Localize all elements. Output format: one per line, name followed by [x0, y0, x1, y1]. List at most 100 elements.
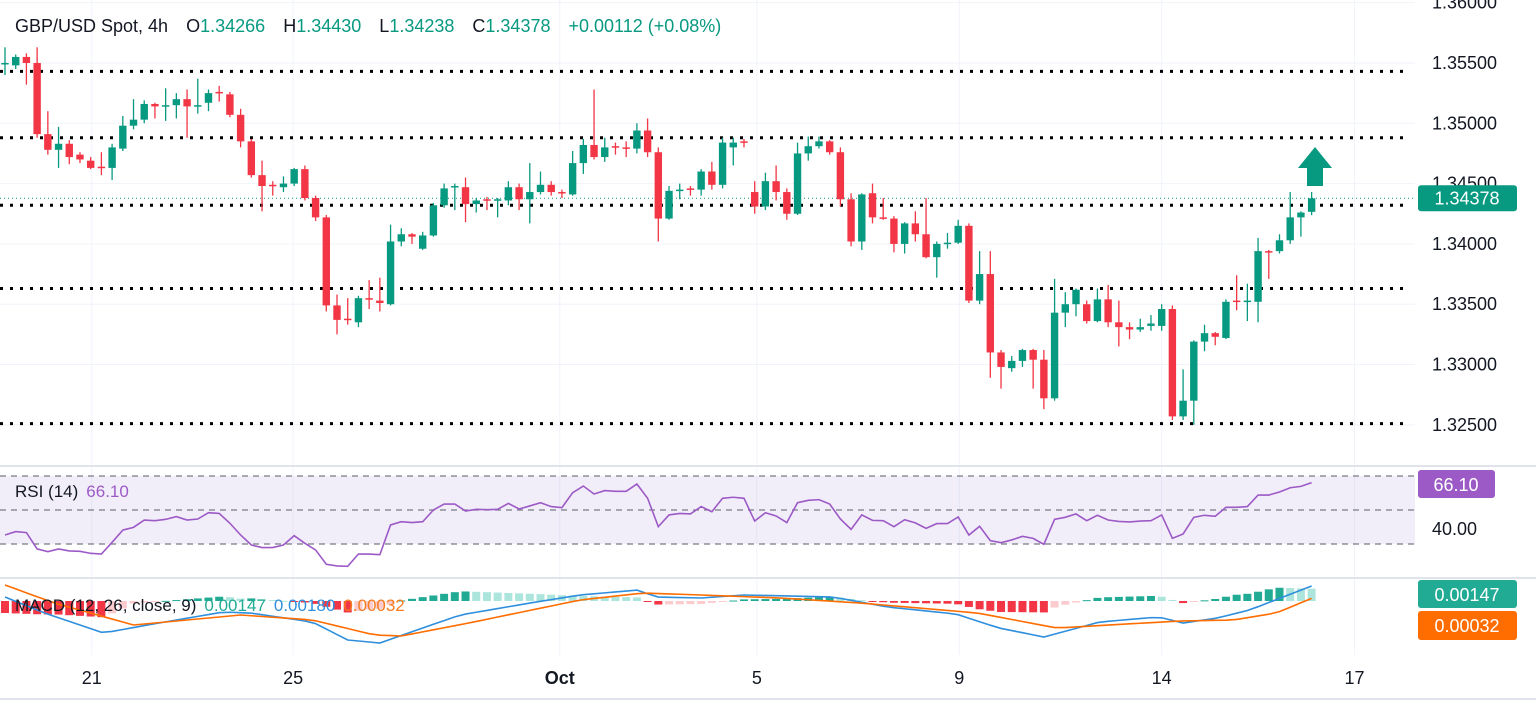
candle-body	[376, 300, 384, 304]
macd-signal-value: 0.00032	[343, 596, 405, 615]
candle-body	[1286, 217, 1294, 241]
rsi-legend[interactable]: RSI (14) 66.10	[15, 482, 129, 502]
macd-histogram-tag: 0.00147	[1418, 580, 1517, 608]
macd-histogram-bar	[568, 595, 577, 601]
macd-histogram-bar	[461, 591, 470, 601]
time-axis-label: 25	[283, 668, 303, 688]
candle-bearish	[622, 141, 630, 158]
candle-body	[1125, 327, 1134, 330]
candle-body	[1254, 251, 1262, 302]
candle-body	[836, 152, 845, 200]
price-axis[interactable]: 1.360001.355001.350001.345001.340001.335…	[1432, 0, 1497, 435]
candle-bearish	[311, 195, 320, 221]
candle-bullish	[536, 171, 545, 195]
high-value: 1.34430	[296, 16, 362, 36]
macd-histogram-bar	[161, 600, 170, 602]
current-price-label: 1.34378	[1434, 188, 1499, 208]
macd-line-value: 0.00180	[273, 596, 336, 615]
candle-bullish	[718, 137, 727, 189]
candle-bullish	[194, 78, 202, 114]
candle-body	[965, 225, 973, 301]
macd-title: MACD (12, 26, close, 9)	[15, 596, 197, 615]
macd-histogram-bar	[1114, 596, 1123, 601]
candle-bearish	[365, 280, 373, 310]
macd-histogram-bar	[204, 597, 213, 601]
macd-histogram-bar	[1061, 601, 1070, 605]
candle-body	[140, 103, 148, 120]
candle-body	[1115, 322, 1123, 328]
macd-histogram-bar	[75, 601, 84, 616]
price-axis-label: 1.34000	[1432, 234, 1497, 254]
candle-bearish	[825, 140, 834, 155]
macd-histogram-bar	[86, 601, 95, 617]
candle-body	[1104, 299, 1112, 323]
candle-bullish	[108, 143, 116, 180]
candle-body	[1232, 300, 1241, 303]
candle-bullish	[397, 228, 405, 247]
candle-bearish	[65, 140, 73, 165]
candle-bullish	[1200, 324, 1209, 352]
candle-bearish	[408, 233, 416, 244]
candle-body	[418, 235, 427, 249]
candle-bearish	[226, 91, 234, 118]
macd-histogram-bar	[1157, 596, 1166, 601]
macd-histogram-bar	[1018, 601, 1027, 613]
macd-signal-axis-value: 0.00032	[1434, 616, 1499, 636]
candle-bullish	[900, 222, 909, 254]
candle-bullish	[933, 241, 941, 278]
candle-bullish	[1, 47, 9, 76]
macd-histogram-bar	[600, 596, 609, 601]
candle-body	[793, 153, 802, 214]
candle-bullish	[1093, 288, 1102, 323]
macd-histogram-bar	[33, 601, 42, 615]
candle-body	[740, 141, 748, 143]
macd-histogram-bar	[857, 600, 866, 602]
candle-body	[900, 223, 909, 244]
candle-bullish	[140, 100, 148, 124]
macd-histogram-bar	[772, 598, 781, 601]
candle-body	[483, 199, 491, 201]
candle-bullish	[1147, 315, 1155, 331]
candle-bullish	[1286, 192, 1294, 244]
candle-bearish	[1211, 331, 1219, 346]
candle-bullish	[493, 198, 502, 218]
candle-bullish	[697, 169, 705, 196]
time-axis[interactable]: 21 25 Oct 5 9 14 17	[82, 668, 1365, 688]
candle-bullish	[386, 224, 395, 306]
candle-body	[986, 274, 995, 353]
macd-legend[interactable]: MACD (12, 26, close, 9) 0.00147 0.00180 0.0…	[15, 596, 405, 616]
candle-bullish	[1136, 318, 1144, 332]
candle-body	[676, 189, 684, 192]
candle-bearish	[515, 183, 523, 211]
candle-body	[290, 169, 298, 184]
macd-histogram-bar	[1179, 601, 1188, 604]
candle-bullish	[1179, 369, 1187, 421]
candles	[1, 47, 1316, 425]
rsi-pane	[0, 475, 1415, 568]
rsi-title: RSI (14)	[15, 482, 79, 501]
candle-body	[1307, 198, 1316, 212]
price-axis-label: 1.36000	[1432, 0, 1497, 13]
candle-bullish	[1072, 288, 1080, 317]
macd-histogram-bar	[879, 601, 888, 603]
candle-body	[322, 217, 330, 306]
candle-bearish	[986, 251, 995, 378]
candle-body	[1222, 301, 1230, 338]
candle-bullish	[290, 167, 298, 186]
macd-histogram-bar	[964, 601, 973, 607]
candle-bearish	[183, 89, 191, 138]
candle-body	[76, 154, 84, 160]
macd-histogram-bar	[386, 601, 395, 605]
macd-histogram-bar	[1029, 601, 1038, 613]
symbol-legend[interactable]: GBP/USD Spot, 4h O1.34266 H1.34430 L1.34…	[15, 16, 721, 37]
macd-histogram-bar	[11, 601, 20, 614]
macd-histogram-bar	[782, 598, 791, 601]
candle-bearish	[376, 277, 384, 312]
macd-histogram-bar	[697, 601, 706, 604]
candle-bearish	[1265, 249, 1273, 279]
macd-histogram-bar	[22, 601, 31, 614]
macd-histogram-bar	[922, 601, 931, 604]
candle-body	[269, 184, 277, 187]
candle-body	[1061, 304, 1069, 313]
